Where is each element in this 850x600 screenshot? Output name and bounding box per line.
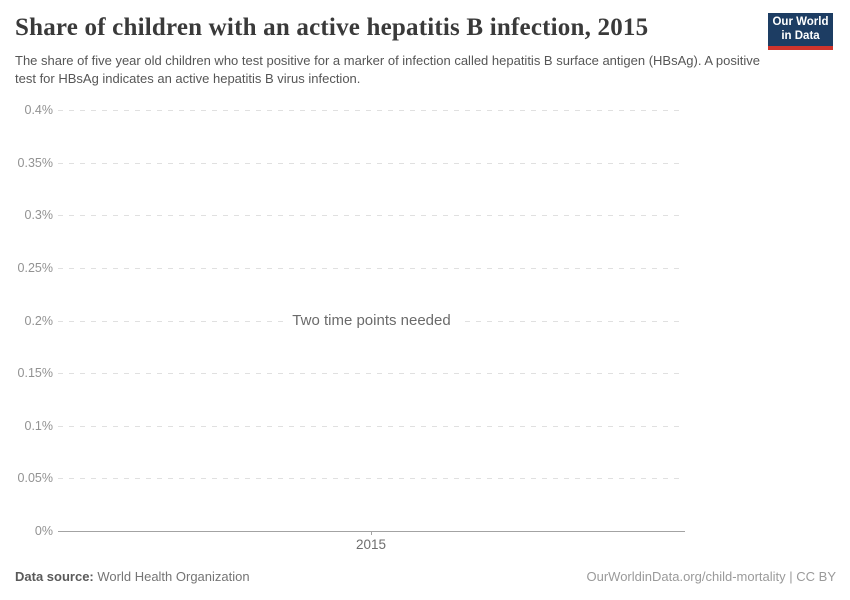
x-axis-tick-label: 2015 [355, 537, 387, 552]
y-axis-tick-label: 0.2% [24, 313, 54, 328]
y-axis-tick-label: 0.4% [24, 103, 54, 117]
y-gridline [58, 478, 685, 480]
attribution-link[interactable]: OurWorldinData.org/child-mortality | CC … [586, 569, 837, 584]
data-source-value: World Health Organization [97, 569, 250, 584]
y-gridline [58, 215, 685, 217]
y-axis-tick-label: 0.15% [17, 366, 53, 381]
data-source-note: Data source: World Health Organization [15, 569, 250, 584]
y-gridline [58, 267, 685, 269]
y-axis-tick-label: 0.1% [24, 418, 54, 433]
y-axis-tick-label: 0% [34, 524, 53, 538]
owid-logo[interactable]: Our World in Data [768, 13, 833, 50]
y-gridline [58, 110, 685, 111]
owid-logo-line2: in Data [781, 29, 820, 42]
y-gridline [58, 373, 685, 375]
x-axis-tick-mark [371, 531, 372, 535]
data-source-label: Data source: [15, 569, 94, 584]
owid-logo-line1: Our World [772, 16, 829, 28]
empty-chart-message-text: Two time points needed [283, 312, 460, 329]
y-gridline [58, 162, 685, 164]
chart-subtitle: The share of five year old children who … [15, 53, 760, 86]
empty-chart-message: Two time points needed [58, 312, 685, 329]
y-gridline [58, 425, 685, 427]
x-axis-line [58, 531, 685, 532]
y-axis-tick-label: 0.05% [17, 471, 53, 486]
y-axis-tick-label: 0.3% [24, 208, 54, 223]
chart-title: Share of children with an active hepatit… [15, 14, 649, 41]
y-axis-tick-label: 0.25% [17, 260, 53, 275]
y-axis-tick-label: 0.35% [17, 155, 53, 170]
